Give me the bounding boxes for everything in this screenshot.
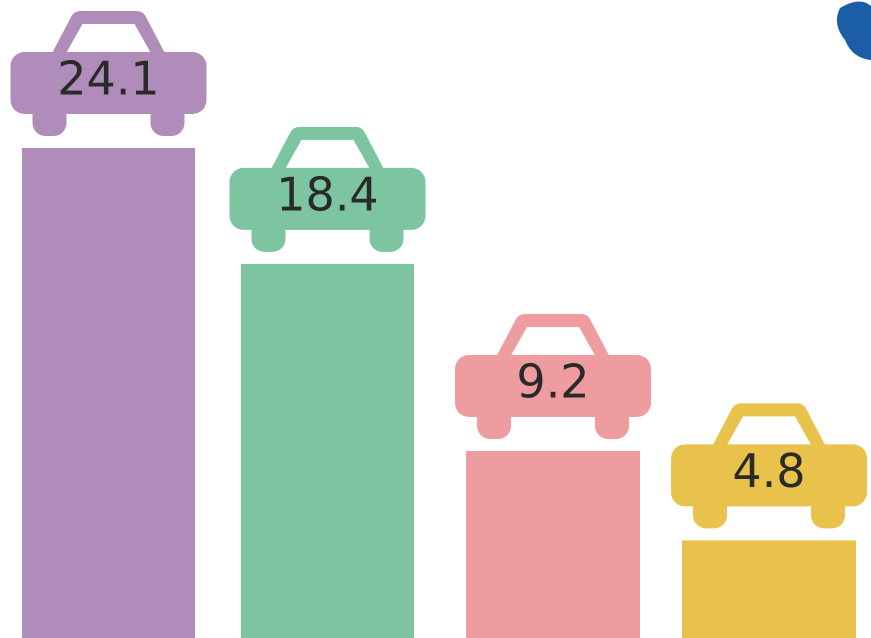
decoration xyxy=(836,1,871,61)
car-wheel xyxy=(150,102,185,136)
car-body xyxy=(455,354,651,417)
car-window xyxy=(509,326,597,359)
car-body xyxy=(671,444,867,507)
car-icon: 4.8 xyxy=(671,403,867,529)
car-body xyxy=(10,52,207,114)
car-wheel xyxy=(811,494,845,529)
car-wheel xyxy=(251,217,286,252)
value-label: 4.8 xyxy=(732,444,805,498)
car-icon: 9.2 xyxy=(455,313,651,439)
car-window xyxy=(725,416,813,449)
value-label: 18.4 xyxy=(276,167,378,221)
car-icon: 18.4 xyxy=(229,126,426,252)
car-window xyxy=(64,24,153,56)
car-window xyxy=(283,139,372,172)
car-wheel xyxy=(32,102,67,136)
bar xyxy=(22,148,195,638)
value-label: 9.2 xyxy=(516,354,589,408)
bar xyxy=(466,450,640,638)
bar xyxy=(682,540,856,638)
car-body xyxy=(229,167,426,230)
car-wheel xyxy=(477,404,511,439)
bar xyxy=(241,263,414,638)
value-label: 24.1 xyxy=(57,52,159,106)
car-icon: 24.1 xyxy=(10,11,207,136)
car-wheel xyxy=(369,217,404,252)
car-wheel xyxy=(693,494,727,529)
car-wheel xyxy=(595,404,629,439)
